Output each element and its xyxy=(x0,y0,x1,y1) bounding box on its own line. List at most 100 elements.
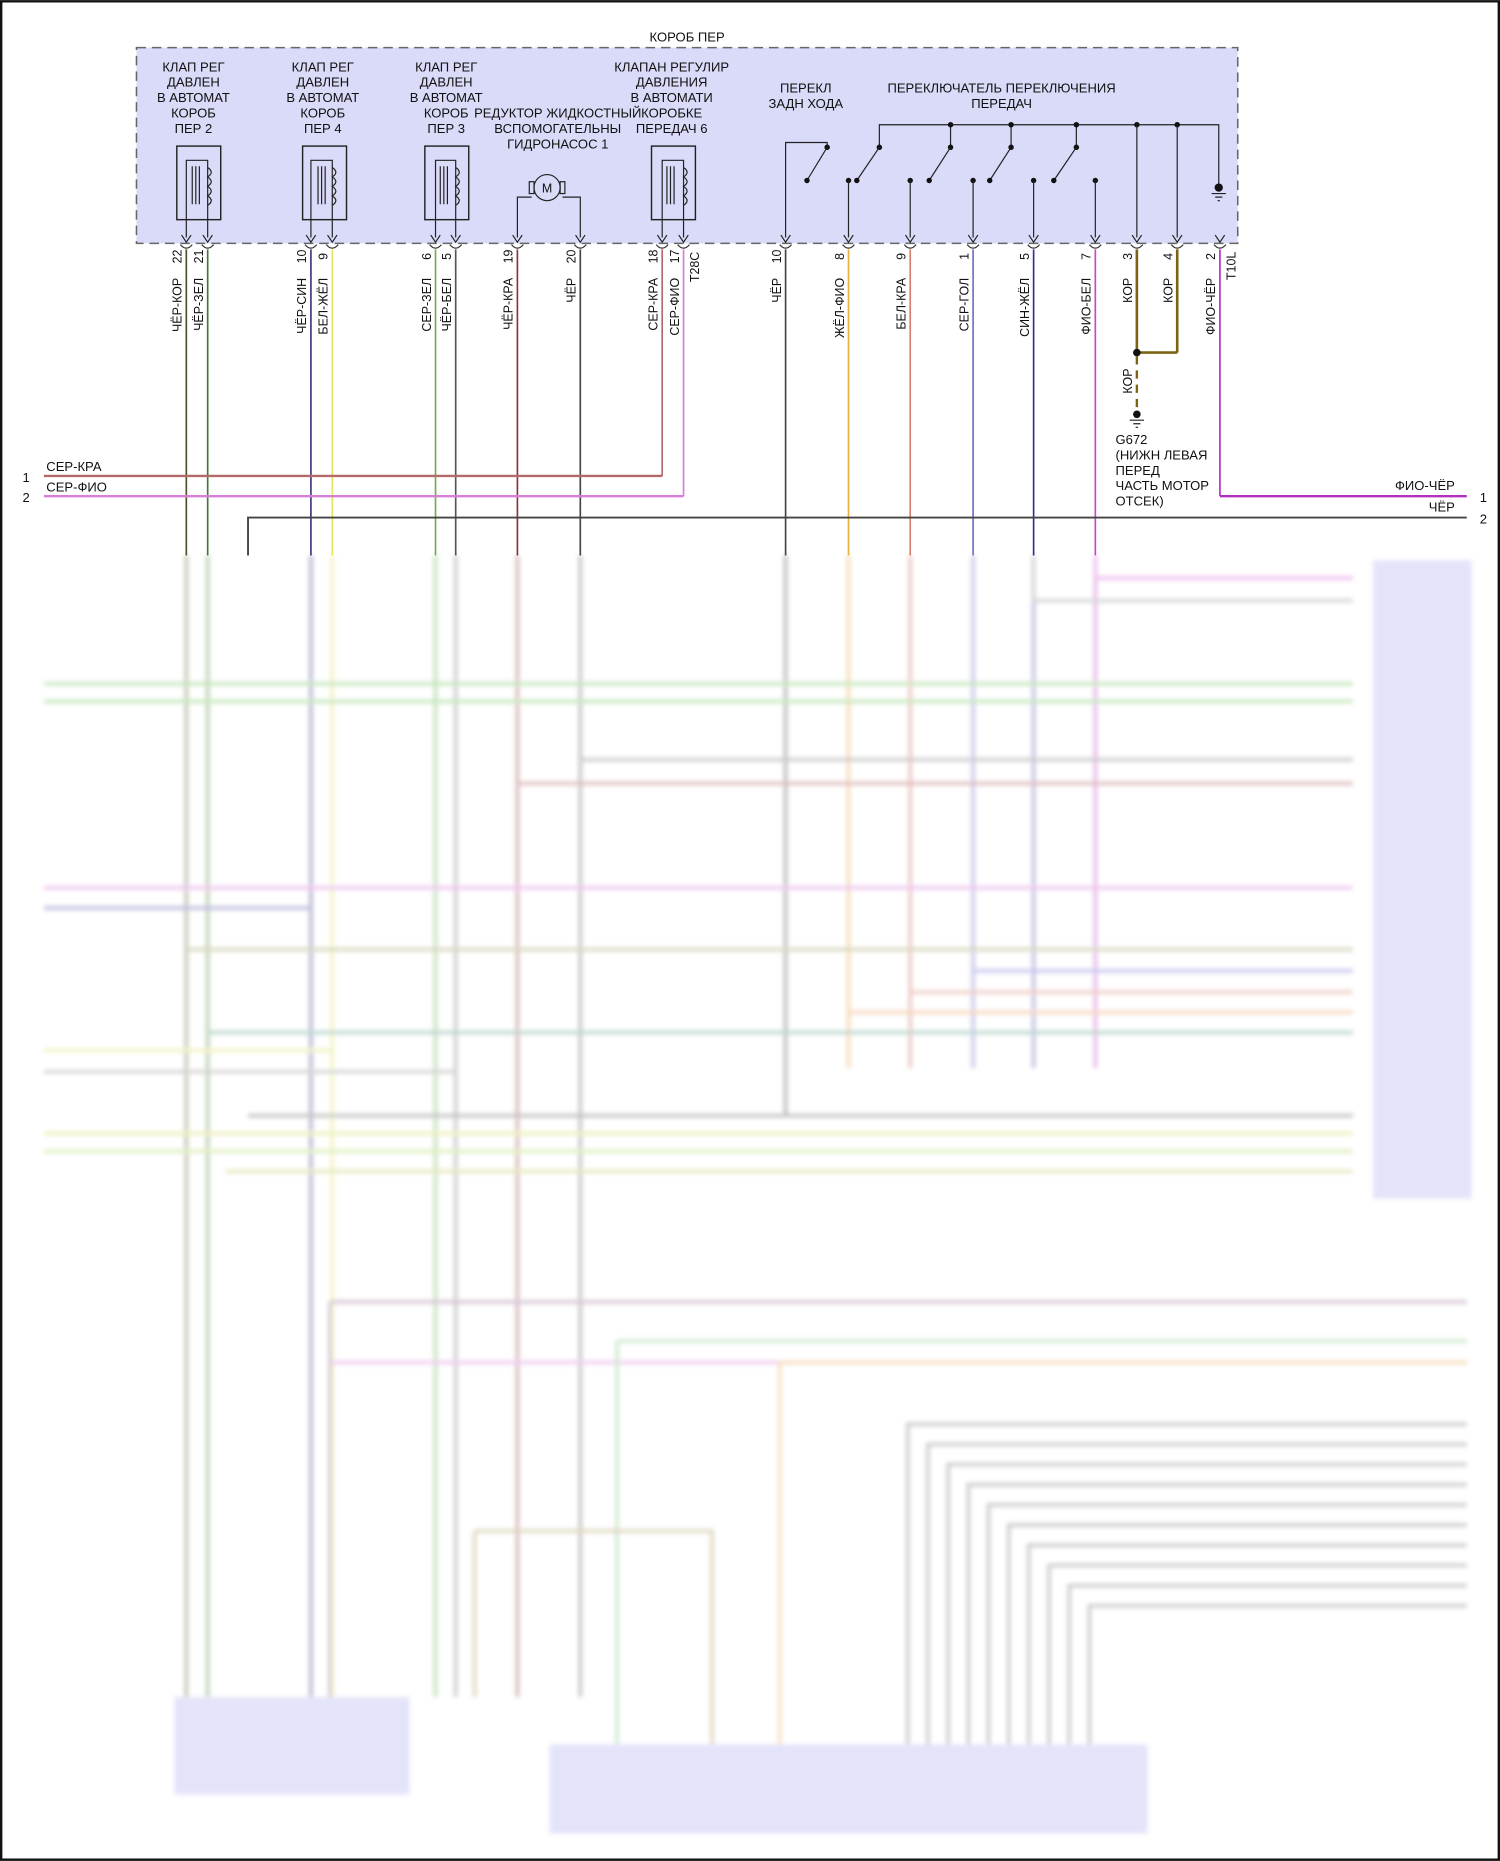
solenoid-core xyxy=(317,166,326,205)
solenoid-valve-icon xyxy=(301,145,348,238)
solenoid-valve-icon xyxy=(424,145,470,238)
pin-number: 22 xyxy=(171,249,185,263)
junction-dot xyxy=(986,177,993,184)
connector-pin xyxy=(201,244,215,249)
wire-label: БЕЛ-КРА xyxy=(894,277,908,330)
line-number: 1 xyxy=(22,470,29,485)
line-number: 1 xyxy=(1480,490,1487,505)
component-label: КОРОБ xyxy=(171,106,216,121)
component-label: ПЕР 2 xyxy=(175,121,213,136)
solenoid-lead xyxy=(185,159,209,238)
junction-dot xyxy=(1174,121,1180,128)
wire-label: КОР xyxy=(1121,278,1135,303)
connector-pin xyxy=(304,244,318,249)
switch-arm xyxy=(856,146,880,181)
arrow-icon xyxy=(904,234,916,244)
pin-number: 21 xyxy=(192,249,206,263)
ground-label: ЧАСТЬ МОТОР xyxy=(1116,478,1210,493)
blurred-wire xyxy=(986,1503,1467,1745)
connector-pin xyxy=(779,244,792,249)
component-label: В АВТОМАТ xyxy=(410,90,483,105)
arrow-icon xyxy=(181,234,192,244)
connector-pin xyxy=(449,244,463,249)
motor-symbol: M xyxy=(542,181,552,195)
junction-dot xyxy=(1133,348,1141,357)
component-label: В АВТОМАТ xyxy=(157,90,230,105)
component-label: В АВТОМАТИ xyxy=(631,90,713,105)
junction-dot xyxy=(1073,121,1080,128)
arrow-icon xyxy=(327,234,338,244)
ground-label: (НИЖН ЛЕВАЯ xyxy=(1116,447,1208,462)
wire-label: ЧЁР-БЕЛ xyxy=(440,278,454,332)
component-label: ПЕРЕКЛЮЧАТЕЛЬ ПЕРЕКЛЮЧЕНИЯ xyxy=(887,81,1115,96)
wire-label: КОР xyxy=(1121,368,1135,393)
component-label: ДАВЛЕН xyxy=(420,75,473,90)
solenoid-coil xyxy=(206,166,212,206)
line-wire-label: СЕР-КРА xyxy=(46,459,102,474)
arrow-icon xyxy=(1131,234,1143,244)
wire-label: ЧЁР xyxy=(770,278,784,303)
wire-cher xyxy=(247,516,1467,556)
pin-number: 10 xyxy=(295,249,309,263)
blurred-wire xyxy=(1006,1523,1467,1745)
wire-label: СЕР-ЗЕЛ xyxy=(420,278,434,332)
blurred-wire xyxy=(1031,555,1353,603)
arrow-icon xyxy=(656,234,668,244)
line-wire-label: ФИО-ЧЁР xyxy=(1395,478,1455,493)
pin-number: 17 xyxy=(668,249,682,263)
solenoid-valve-icon xyxy=(650,145,697,238)
solenoid-outline xyxy=(650,145,697,221)
junction-dot xyxy=(854,177,860,184)
wire-label: ЧЁР-СИН xyxy=(295,278,309,334)
solenoid-valve-icon xyxy=(176,145,222,238)
arrow-icon xyxy=(1214,234,1226,244)
blurred-module xyxy=(1373,560,1472,1199)
component-label: ДАВЛЕН xyxy=(167,75,220,90)
junction-dot xyxy=(926,177,932,184)
arrow-icon xyxy=(843,234,854,244)
component-label: РЕДУКТОР ЖИДКОСТНЫЙ xyxy=(474,106,641,121)
solenoid-core xyxy=(666,166,675,205)
switch-arm xyxy=(806,146,828,181)
pin-number: 8 xyxy=(833,253,847,260)
blurred-wire xyxy=(474,1529,714,1745)
arrow-icon xyxy=(305,234,317,244)
connector-pin xyxy=(677,244,690,249)
solenoid-coil xyxy=(454,166,460,206)
component-label: ПЕРЕКЛ xyxy=(780,81,832,96)
blurred-module xyxy=(174,1697,410,1795)
connector-pin xyxy=(511,244,524,249)
junction-dot xyxy=(1051,177,1057,184)
arrow-icon xyxy=(1090,234,1101,244)
wire-label: БЕЛ-ЖЁЛ xyxy=(317,278,331,335)
component-label: КЛАП РЕГ xyxy=(292,59,354,74)
wire-label: КОР xyxy=(1161,278,1175,303)
connector-pin xyxy=(966,244,980,249)
component-label: ПЕР 3 xyxy=(427,121,465,136)
solenoid-outline xyxy=(176,145,222,221)
line-wire-label: СЕР-ФИО xyxy=(46,479,107,494)
line-number: 2 xyxy=(22,490,29,505)
component-label: ПЕРЕДАЧ xyxy=(971,96,1032,111)
blurred-wire xyxy=(1027,1543,1467,1745)
arrow-icon xyxy=(430,234,441,244)
blurred-module xyxy=(549,1744,1148,1834)
switch-arm xyxy=(1053,146,1077,181)
switch-arm xyxy=(928,146,952,181)
pin-number: 20 xyxy=(565,249,579,263)
component-label: КЛАПАН РЕГУЛИР xyxy=(614,59,729,74)
connector-pin xyxy=(655,244,669,249)
component-label: ЗАДН ХОДА xyxy=(768,96,843,111)
wire-label: ФИО-ЧЁР xyxy=(1204,278,1218,335)
solenoid-lead xyxy=(310,159,333,238)
blurred-wire xyxy=(926,1442,1467,1745)
wire-label: СЕР-ФИО xyxy=(668,277,682,335)
arrow-icon xyxy=(780,234,791,244)
arrow-icon xyxy=(575,234,586,244)
blurred-wire xyxy=(966,1482,1467,1745)
solenoid-coil xyxy=(331,166,337,206)
solenoid-lead xyxy=(661,159,685,238)
pin-number: 18 xyxy=(646,249,660,263)
